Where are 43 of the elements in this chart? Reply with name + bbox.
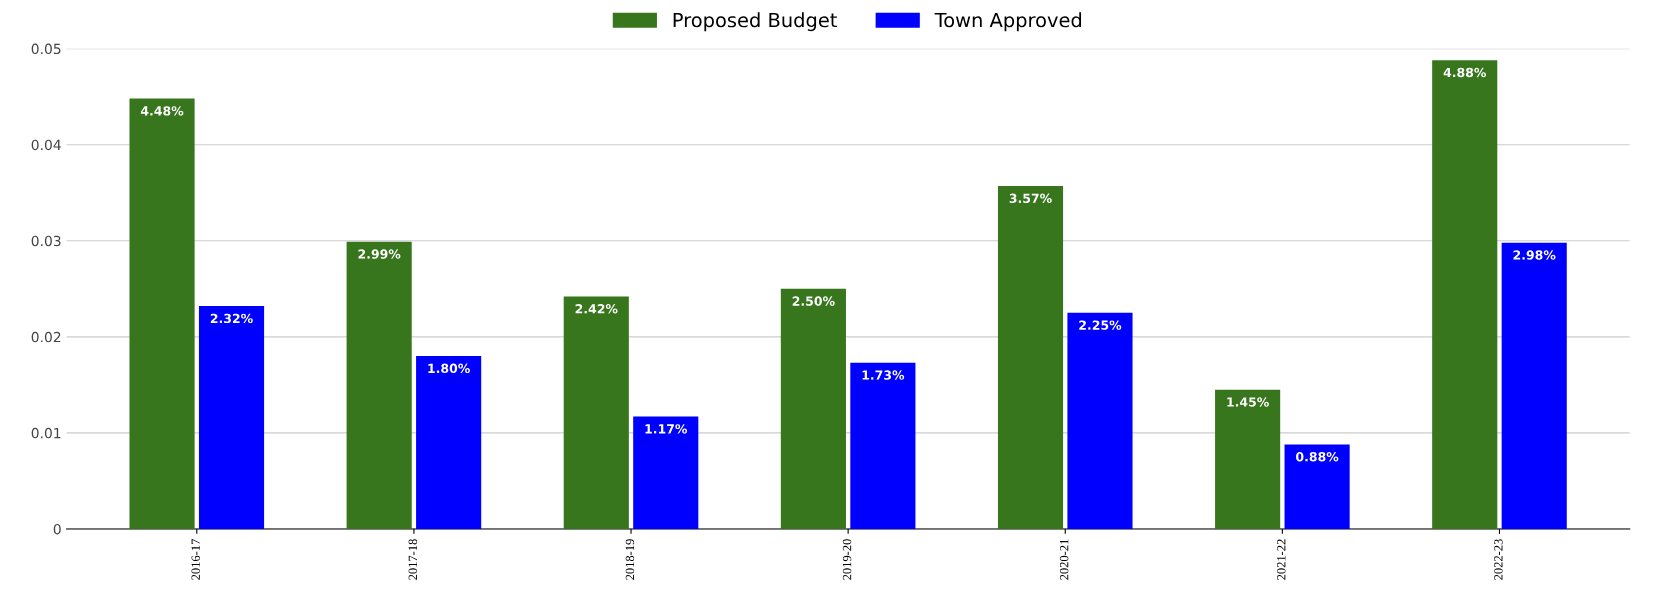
data-label: 2.98% <box>1513 250 1556 260</box>
bar <box>346 241 412 529</box>
x-tick-label: 2022-23 <box>1494 539 1503 580</box>
bar <box>416 356 482 529</box>
bar <box>1215 389 1281 529</box>
x-tick-label: 2021-22 <box>1277 539 1286 580</box>
data-label: 2.50% <box>792 296 835 306</box>
y-tick-label: 0.02 <box>31 331 61 343</box>
bar <box>1432 60 1498 529</box>
data-label: 1.17% <box>645 424 688 434</box>
x-tick-label: 2019-20 <box>842 539 852 580</box>
bar <box>1284 444 1350 529</box>
bar <box>129 98 195 529</box>
y-tick-label: 0 <box>53 523 61 535</box>
x-tick-label: 2016-17 <box>191 539 200 580</box>
data-label: 2.99% <box>358 249 401 259</box>
y-tick-label: 0.01 <box>31 427 61 439</box>
data-label: 2.32% <box>210 313 253 324</box>
bar <box>198 306 265 529</box>
bar <box>997 186 1064 529</box>
data-label: 4.48% <box>140 106 184 116</box>
data-label: 1.80% <box>428 363 470 374</box>
data-label: 2.25% <box>1079 320 1122 330</box>
data-label: 2.42% <box>575 304 618 314</box>
y-tick-label: 0.05 <box>31 43 61 55</box>
data-label: 0.88% <box>1296 451 1339 462</box>
bar <box>563 296 629 529</box>
legend-label: Proposed Budget <box>673 12 837 32</box>
data-label: 3.57% <box>1009 193 1052 204</box>
y-tick-label: 0.04 <box>31 139 61 151</box>
bar <box>633 416 699 529</box>
bar <box>780 288 846 529</box>
data-label: 1.73% <box>862 370 905 380</box>
x-tick-label: 2017-18 <box>408 539 418 580</box>
legend-label: Town Approved <box>934 12 1082 32</box>
data-label: 1.45% <box>1227 397 1269 407</box>
bar <box>850 362 916 529</box>
x-tick-label: 2020-21 <box>1059 539 1069 580</box>
data-label: 4.88% <box>1443 67 1487 78</box>
bar <box>1067 312 1133 529</box>
x-tick-label: 2018-19 <box>625 539 635 580</box>
bar <box>1501 242 1567 529</box>
y-tick-label: 0.03 <box>31 235 61 247</box>
